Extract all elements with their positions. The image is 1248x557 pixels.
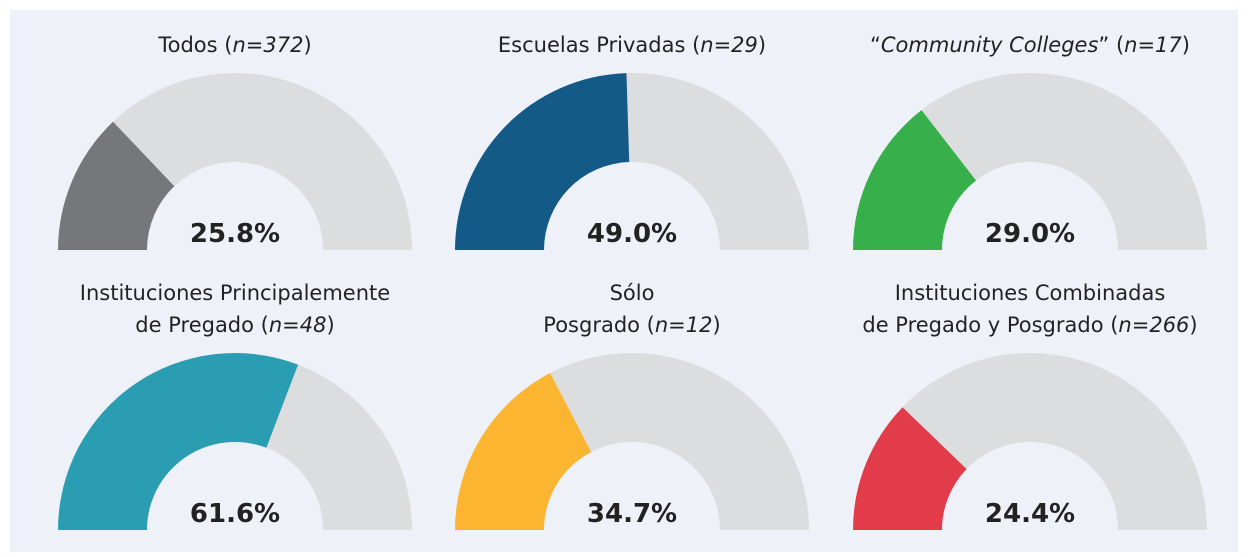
gauge-title: Instituciones Principalemente	[80, 281, 390, 305]
gauge-track	[921, 73, 1207, 250]
gauge-value: 24.4%	[985, 499, 1075, 529]
gauge-track	[626, 73, 809, 250]
title-part: n=17	[1124, 33, 1182, 57]
title-part: )	[713, 313, 721, 337]
gauge-value: 34.7%	[587, 499, 677, 529]
title-part: de Pregado (	[135, 313, 269, 337]
gauge-title: Instituciones Combinadas	[895, 281, 1166, 305]
gauge-value: 25.8%	[190, 219, 280, 249]
gauge-track	[266, 364, 412, 530]
title-part: )	[758, 33, 766, 57]
gauge-title: Todos (n=372)	[157, 33, 311, 57]
title-part: )	[303, 33, 311, 57]
gauge-value: 61.6%	[190, 499, 280, 529]
title-part: Instituciones Combinadas	[895, 281, 1166, 305]
title-part: de Pregado y Posgrado (	[862, 313, 1118, 337]
title-part: )	[1182, 33, 1190, 57]
gauge-title: “Community Colleges” (n=17)	[870, 33, 1190, 57]
gauge-track	[550, 353, 809, 530]
title-part: Escuelas Privadas (	[498, 33, 700, 57]
title-part: )	[327, 313, 335, 337]
gauge-title: de Pregado y Posgrado (n=266)	[862, 313, 1197, 337]
title-part: n=372	[232, 33, 303, 57]
title-part: Todos (	[157, 33, 232, 57]
gauge-track	[902, 352, 1207, 530]
gauge-title: Sólo	[610, 281, 655, 305]
title-part: )	[1189, 313, 1197, 337]
title-part: Community Colleges	[881, 33, 1099, 57]
gauge-title: de Pregado (n=48)	[135, 313, 334, 337]
gauge-value: 29.0%	[985, 219, 1075, 249]
gauge-fill	[455, 73, 630, 250]
title-part: Posgrado (	[543, 313, 655, 337]
gauge-fill	[853, 407, 967, 530]
title-part: ” (	[1098, 33, 1124, 57]
gauge-track	[113, 72, 412, 250]
gauge-title: Escuelas Privadas (n=29)	[498, 33, 766, 57]
gauge-title: Posgrado (n=12)	[543, 313, 720, 337]
gauge-fill	[58, 352, 299, 530]
title-part: n=12	[655, 313, 713, 337]
gauge-value: 49.0%	[587, 219, 677, 249]
title-part: “	[870, 33, 881, 57]
title-part: Instituciones Principalemente	[80, 281, 390, 305]
title-part: n=48	[269, 313, 327, 337]
gauge-fill	[455, 373, 592, 530]
title-part: Sólo	[610, 281, 655, 305]
title-part: n=266	[1118, 313, 1189, 337]
gauge-fill	[853, 110, 977, 250]
title-part: n=29	[700, 33, 758, 57]
gauge-fill	[58, 121, 175, 251]
